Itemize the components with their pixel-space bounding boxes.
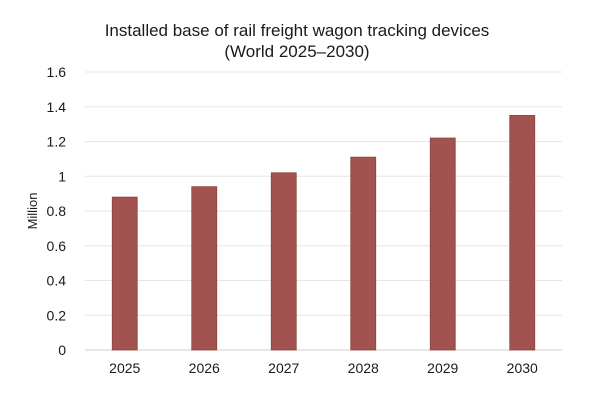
x-tick-label: 2029 [427, 360, 458, 376]
y-tick-label: 1.4 [47, 99, 67, 115]
bar-2028 [350, 156, 377, 351]
y-tick-label: 0.8 [47, 203, 67, 219]
bar-2027 [270, 172, 297, 351]
bar-2030 [509, 115, 536, 351]
x-axis-ticks: 2025 2026 2027 2028 2029 2030 [109, 360, 538, 376]
chart-title: Installed base of rail freight wagon tra… [105, 21, 490, 40]
x-tick-label: 2027 [268, 360, 299, 376]
y-tick-label: 0 [58, 342, 66, 358]
y-tick-label: 0.2 [47, 307, 67, 323]
bars [111, 115, 536, 351]
y-axis-label: Million [25, 193, 40, 230]
y-tick-label: 1.6 [47, 64, 67, 80]
gridlines [85, 71, 562, 351]
bar-2025 [111, 196, 138, 351]
bar-2029 [429, 137, 456, 351]
bar-2026 [191, 186, 218, 351]
y-tick-label: 0.6 [47, 238, 67, 254]
x-tick-label: 2028 [348, 360, 379, 376]
y-tick-label: 1 [58, 168, 66, 184]
chart-subtitle: (World 2025–2030) [224, 42, 369, 61]
x-tick-label: 2025 [109, 360, 140, 376]
x-tick-label: 2030 [507, 360, 538, 376]
y-tick-label: 1.2 [47, 134, 67, 150]
y-tick-label: 0.4 [47, 273, 67, 289]
y-axis-ticks: 0 0.2 0.4 0.6 0.8 1 1.2 1.4 1.6 [47, 64, 67, 358]
x-tick-label: 2026 [189, 360, 220, 376]
